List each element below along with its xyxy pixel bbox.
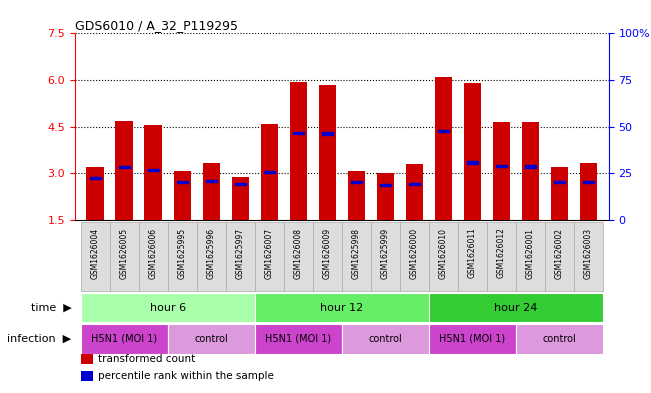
Bar	[139, 222, 168, 291]
Bar	[429, 324, 516, 354]
Bar	[174, 171, 191, 220]
Text: infection  ▶: infection ▶	[7, 334, 72, 344]
Bar	[342, 324, 429, 354]
Bar	[264, 171, 275, 173]
Bar	[197, 222, 226, 291]
Bar	[342, 222, 371, 291]
Text: GSM1625997: GSM1625997	[236, 228, 245, 279]
Bar	[400, 222, 429, 291]
Text: GSM1625998: GSM1625998	[352, 228, 361, 279]
Bar	[255, 222, 284, 291]
Text: GDS6010 / A_32_P119295: GDS6010 / A_32_P119295	[75, 19, 238, 32]
Text: GSM1626007: GSM1626007	[265, 228, 273, 279]
Bar	[87, 167, 104, 220]
Bar	[312, 222, 342, 291]
Text: GSM1626001: GSM1626001	[526, 228, 535, 279]
Text: H5N1 (MOI 1): H5N1 (MOI 1)	[265, 334, 331, 344]
Bar	[318, 85, 336, 220]
Text: transformed count: transformed count	[98, 354, 195, 364]
Bar	[226, 222, 255, 291]
Bar	[260, 124, 278, 220]
Bar	[458, 222, 487, 291]
Bar	[487, 222, 516, 291]
Bar	[516, 324, 603, 354]
Bar	[545, 222, 574, 291]
Text: hour 24: hour 24	[494, 303, 538, 312]
Bar	[109, 222, 139, 291]
Bar	[429, 293, 603, 322]
Bar	[168, 324, 255, 354]
Bar	[371, 222, 400, 291]
Text: H5N1 (MOI 1): H5N1 (MOI 1)	[439, 334, 505, 344]
Bar	[554, 181, 565, 183]
Bar	[551, 167, 568, 220]
Bar	[176, 181, 187, 183]
Text: GSM1625999: GSM1625999	[381, 228, 390, 279]
Bar	[467, 162, 478, 163]
Bar	[579, 163, 597, 220]
Text: GSM1626005: GSM1626005	[120, 228, 129, 279]
Bar	[81, 293, 255, 322]
Bar	[496, 165, 507, 167]
Bar	[525, 165, 536, 168]
Bar	[293, 132, 304, 134]
Bar	[81, 324, 168, 354]
Bar	[516, 222, 545, 291]
Bar	[464, 83, 481, 220]
Bar	[206, 180, 217, 182]
Bar	[232, 176, 249, 220]
Bar	[322, 132, 333, 135]
Text: control: control	[542, 334, 576, 344]
Bar	[406, 164, 423, 220]
Text: GSM1626009: GSM1626009	[323, 228, 332, 279]
Text: hour 12: hour 12	[320, 303, 363, 312]
Text: GSM1626006: GSM1626006	[148, 228, 158, 279]
Bar	[255, 293, 429, 322]
Text: GSM1626010: GSM1626010	[439, 228, 448, 279]
Bar	[574, 222, 603, 291]
Bar	[202, 163, 220, 220]
Bar	[290, 82, 307, 220]
Bar	[380, 184, 391, 186]
Bar	[521, 122, 539, 220]
Bar	[90, 177, 101, 179]
Text: control: control	[195, 334, 228, 344]
Bar	[284, 222, 312, 291]
Text: H5N1 (MOI 1): H5N1 (MOI 1)	[91, 334, 158, 344]
Bar	[438, 130, 449, 132]
Bar	[118, 166, 130, 168]
Bar	[235, 183, 245, 185]
Bar	[351, 181, 362, 183]
Text: GSM1625995: GSM1625995	[178, 228, 187, 279]
Bar	[409, 183, 420, 185]
Bar	[148, 169, 159, 171]
Bar	[81, 222, 109, 291]
Text: GSM1625996: GSM1625996	[207, 228, 215, 279]
Text: GSM1626012: GSM1626012	[497, 228, 506, 278]
Bar	[168, 222, 197, 291]
Text: GSM1626004: GSM1626004	[90, 228, 100, 279]
Text: hour 6: hour 6	[150, 303, 186, 312]
Text: control: control	[368, 334, 402, 344]
Bar	[583, 181, 594, 183]
Bar	[145, 125, 162, 220]
Text: GSM1626008: GSM1626008	[294, 228, 303, 279]
Text: GSM1626002: GSM1626002	[555, 228, 564, 279]
Bar	[255, 324, 342, 354]
Bar	[348, 171, 365, 220]
Text: time  ▶: time ▶	[31, 303, 72, 312]
Text: percentile rank within the sample: percentile rank within the sample	[98, 371, 273, 381]
Bar	[429, 222, 458, 291]
Text: GSM1626000: GSM1626000	[410, 228, 419, 279]
Text: GSM1626011: GSM1626011	[468, 228, 477, 278]
Text: GSM1626003: GSM1626003	[584, 228, 593, 279]
Bar	[115, 121, 133, 220]
Bar	[376, 173, 394, 220]
Bar	[435, 77, 452, 220]
Bar	[493, 122, 510, 220]
